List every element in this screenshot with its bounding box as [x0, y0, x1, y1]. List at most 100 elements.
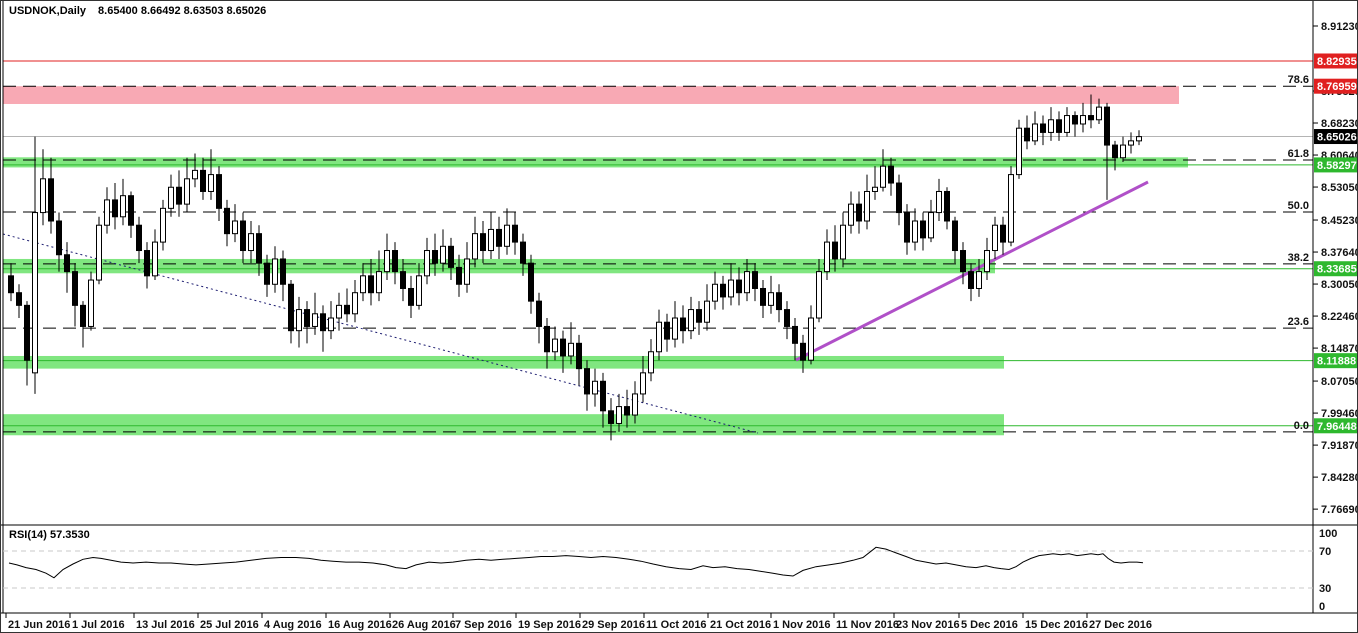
support-zone-1[interactable] — [3, 157, 1188, 168]
bull-candle — [848, 203, 854, 226]
bull-candle — [88, 279, 94, 327]
price-zones-layer[interactable] — [3, 86, 1188, 436]
date-label[interactable]: 11 Oct 2016 — [646, 619, 707, 631]
date-label[interactable]: 23 Nov 2016 — [896, 619, 960, 631]
bear-candle — [792, 325, 798, 344]
support-zone-2[interactable] — [3, 258, 995, 274]
rsi-axis-label: 100 — [1319, 528, 1337, 540]
uptrend-purple-line[interactable] — [795, 180, 1149, 362]
trendlines-layer[interactable] — [2, 180, 1149, 434]
price-tick-label: 8.14870 — [1321, 343, 1358, 355]
bear-candle — [832, 241, 838, 260]
bear-candle — [344, 304, 350, 315]
date-label[interactable]: 4 Aug 2016 — [264, 619, 322, 631]
date-label[interactable]: 16 Aug 2016 — [328, 619, 392, 631]
bull-candle — [360, 275, 366, 294]
bear-candle — [216, 174, 222, 209]
bull-candle — [1048, 119, 1054, 133]
bear-candle — [1104, 106, 1110, 146]
bear-candle — [520, 241, 526, 264]
bear-candle — [952, 220, 958, 252]
bull-candle — [984, 250, 990, 273]
chart-title: USDNOK,Daily 8.65400 8.66492 8.63503 8.65… — [9, 5, 266, 17]
bull-candle — [424, 250, 430, 277]
bear-candle — [1088, 115, 1094, 121]
price-tick-label: 8.45230 — [1321, 215, 1358, 227]
price-badge-green — [1314, 418, 1357, 434]
price-tick-label: 8.22460 — [1321, 311, 1358, 323]
pane-borders — [1, 1, 1357, 614]
bull-candle — [592, 380, 598, 395]
date-label[interactable]: 11 Nov 2016 — [836, 619, 899, 631]
bull-candle — [1128, 140, 1134, 146]
date-label[interactable]: 26 Aug 2016 — [392, 619, 456, 631]
price-badge-label: 7.96448 — [1317, 421, 1357, 433]
date-label[interactable]: 25 Jul 2016 — [200, 619, 259, 631]
rsi-pane: 100 70 30 0 — [3, 528, 1337, 613]
date-label[interactable]: 5 Dec 2016 — [961, 619, 1018, 631]
bull-candle — [376, 271, 382, 294]
date-label[interactable]: 21 Oct 2016 — [710, 619, 771, 631]
bear-candle — [448, 245, 454, 268]
date-label[interactable]: 29 Sep 2016 — [582, 619, 645, 631]
date-label[interactable]: 13 Jul 2016 — [136, 619, 195, 631]
bull-candle — [712, 283, 718, 302]
bear-candle — [960, 250, 966, 273]
date-label[interactable]: 7 Sep 2016 — [455, 619, 512, 631]
bull-candle — [232, 220, 238, 235]
bear-candle — [368, 275, 374, 294]
symbol-timeframe: USDNOK,Daily — [9, 5, 87, 17]
support-zone-3[interactable] — [3, 355, 1004, 369]
bull-candle — [352, 292, 358, 315]
bull-candle — [328, 317, 334, 332]
bear-candle — [608, 410, 614, 424]
bull-candle — [1008, 174, 1014, 243]
bear-candle — [64, 254, 70, 273]
bear-candle — [904, 212, 910, 243]
bull-candle — [840, 224, 846, 260]
bull-candle — [616, 406, 622, 424]
price-badge-red — [1314, 78, 1357, 94]
bull-candle — [648, 351, 654, 374]
bull-candle — [864, 190, 870, 222]
bear-candle — [536, 300, 542, 327]
price-axis: 8.912308.758208.682308.606408.530508.452… — [1313, 21, 1358, 516]
bull-candle — [632, 393, 638, 416]
bull-candle — [248, 233, 254, 252]
rsi-line — [8, 546, 1144, 579]
bull-candle — [472, 233, 478, 260]
bear-candle — [128, 195, 134, 226]
date-label[interactable]: 19 Sep 2016 — [518, 619, 581, 631]
fibonacci-labels: 78.6 61.8 50.0 38.2 23.6 0.0 — [1288, 74, 1309, 432]
bull-candle — [928, 212, 934, 239]
date-label[interactable]: 1 Nov 2016 — [773, 619, 830, 631]
bull-candle — [440, 245, 446, 264]
price-badge-green — [1314, 261, 1357, 277]
bear-candle — [400, 271, 406, 289]
fibonacci-retracement[interactable] — [3, 85, 1313, 433]
bull-candle — [160, 207, 166, 243]
bear-candle — [752, 271, 758, 289]
price-tick-label: 8.07050 — [1321, 376, 1358, 388]
price-badge-label: 8.82935 — [1317, 56, 1357, 68]
level-lines-layer[interactable] — [3, 60, 1313, 427]
date-label[interactable]: 15 Dec 2016 — [1025, 619, 1088, 631]
bull-candle — [816, 271, 822, 319]
bear-candle — [760, 287, 766, 306]
bear-candle — [888, 165, 894, 184]
date-label[interactable]: 1 Jul 2016 — [72, 619, 125, 631]
bull-candle — [504, 224, 510, 247]
date-label[interactable]: 21 Jun 2016 — [8, 619, 70, 631]
support-zone-4[interactable] — [3, 414, 1004, 436]
resistance-zone-pink[interactable] — [3, 86, 1179, 104]
price-tick-label: 7.91870 — [1321, 440, 1358, 452]
bull-candle — [96, 224, 102, 281]
bull-candle — [40, 178, 46, 214]
bear-candle — [968, 271, 974, 289]
date-label[interactable]: 27 Dec 2016 — [1089, 619, 1152, 631]
bull-candle — [1136, 136, 1142, 142]
rsi-axis-label: 0 — [1319, 601, 1325, 613]
price-tick-label: 8.68230 — [1321, 118, 1358, 130]
